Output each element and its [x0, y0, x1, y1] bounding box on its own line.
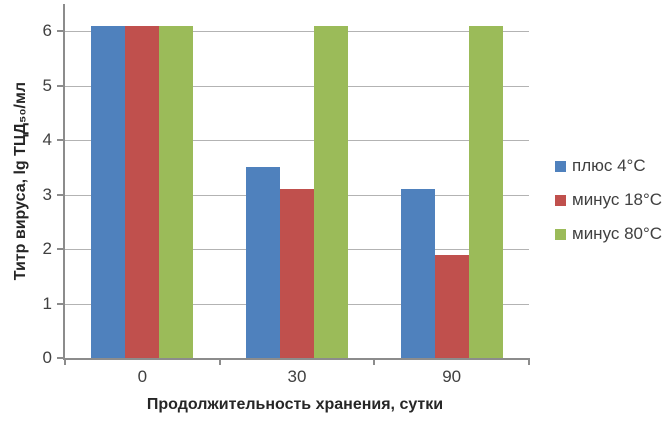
legend-color-swatch	[555, 194, 566, 206]
legend-item: минус 18°C	[555, 190, 662, 210]
bar-минус 80°C-90	[468, 25, 503, 358]
legend-color-swatch	[555, 228, 566, 240]
gridline	[65, 140, 529, 142]
x-axis-tick	[373, 358, 376, 365]
y-axis-tick	[57, 139, 63, 142]
x-axis-tick	[218, 358, 221, 365]
legend-color-swatch	[555, 160, 566, 172]
legend-item: плюс 4°C	[555, 156, 662, 176]
legend-label: минус 18°C	[572, 190, 663, 209]
y-axis-tick-label: 6	[42, 21, 52, 41]
y-axis-tick-label: 1	[42, 293, 52, 313]
y-axis-tick-label: 3	[42, 184, 52, 204]
bar-минус 18°C-0	[125, 25, 160, 358]
bar-плюс 4°C-0	[91, 25, 126, 358]
y-axis-tick	[57, 193, 63, 196]
gridline	[65, 31, 529, 33]
y-axis-tick	[57, 84, 63, 87]
bar-плюс 4°C-30	[246, 167, 280, 358]
y-axis-tick-label: 4	[42, 130, 52, 150]
y-axis-tick-label: 5	[42, 75, 52, 95]
x-axis-title: Продолжительность хранения, сутки	[146, 396, 444, 413]
plot-area: 0 1 2 3 4 5 6 0 30 90	[43, 4, 530, 386]
y-axis-tick	[57, 30, 63, 33]
legend-label: минус 80°C	[572, 224, 663, 243]
x-axis-tick-label: 30	[287, 367, 307, 386]
legend: плюс 4°C минус 18°C минус 80°C	[555, 156, 662, 244]
y-axis-tick	[57, 302, 63, 305]
bar-минус 80°C-30	[314, 25, 348, 358]
bar-минус 18°C-30	[280, 189, 314, 358]
gridline	[65, 85, 529, 87]
y-axis-tick	[57, 248, 63, 251]
legend-item: минус 80°C	[555, 224, 662, 244]
y-axis-tick-label: 0	[42, 348, 52, 367]
x-axis-tick	[528, 358, 530, 365]
bar-минус 18°C-90	[434, 254, 469, 358]
y-axis-tick-label: 2	[42, 239, 52, 259]
x-axis-tick-label: 0	[137, 367, 148, 386]
y-axis-tick	[57, 357, 63, 359]
legend-label: плюс 4°C	[572, 156, 646, 175]
x-axis-tick-label: 90	[442, 367, 462, 386]
bar-плюс 4°C-90	[400, 189, 435, 358]
bar-минус 80°C-0	[159, 25, 194, 358]
x-axis-tick	[64, 358, 66, 365]
